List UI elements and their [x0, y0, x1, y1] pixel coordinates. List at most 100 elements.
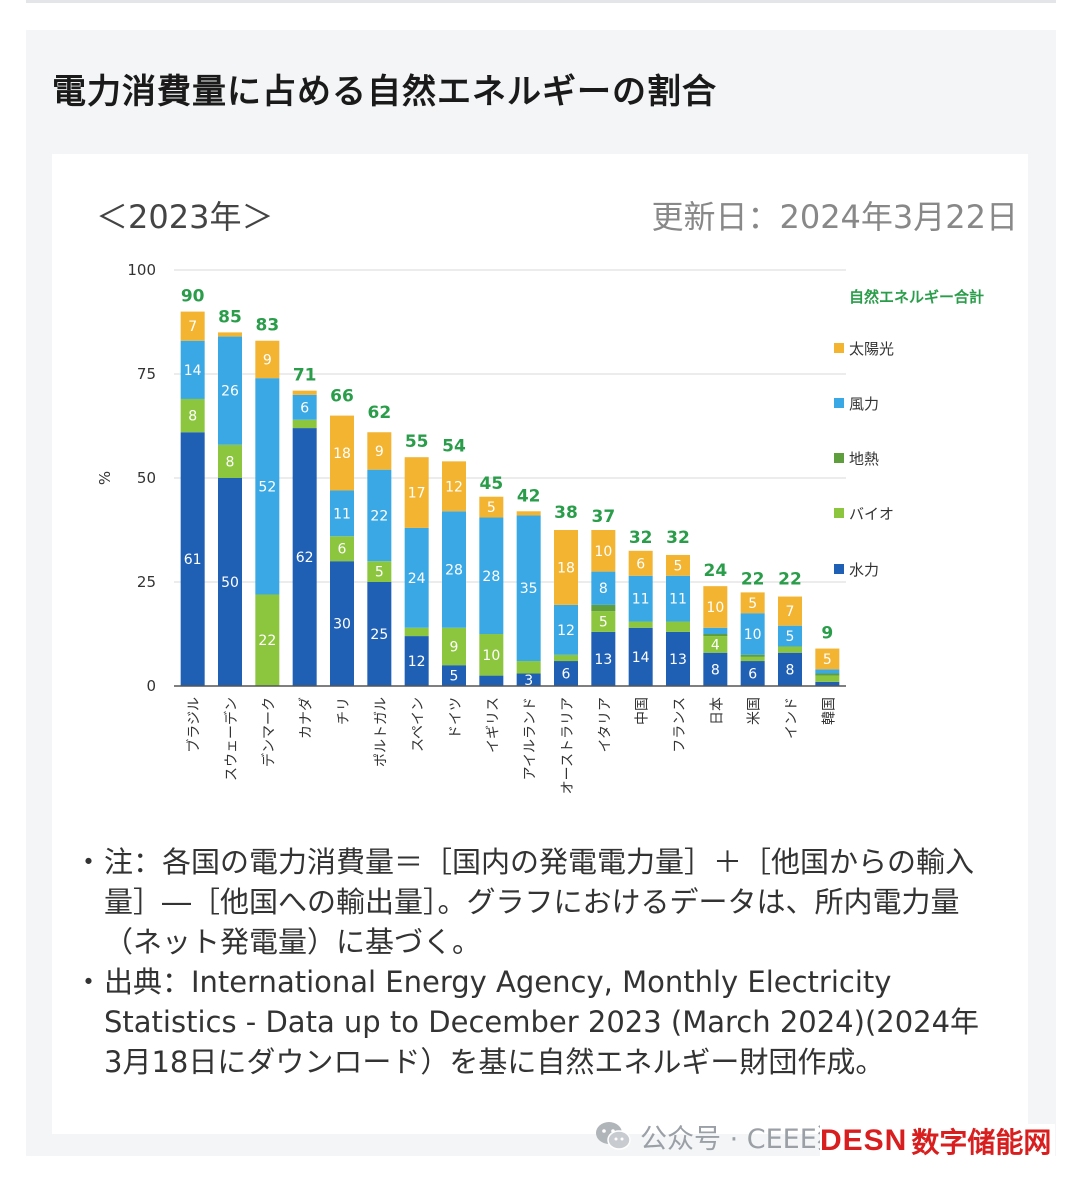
bar-value-label: 8 — [226, 454, 235, 470]
bar-value-label: 14 — [632, 650, 650, 666]
bar-segment — [516, 673, 541, 686]
bar-segment — [666, 575, 690, 622]
bar-value-label: 12 — [445, 479, 463, 495]
bar-segment — [255, 340, 280, 379]
total-label: 42 — [517, 486, 541, 506]
bar-value-label: 22 — [258, 633, 276, 649]
total-label: 38 — [554, 503, 578, 523]
bar-segment — [666, 621, 690, 632]
page-title: 電力消費量に占める自然エネルギーの割合 — [52, 72, 717, 112]
bar-segment — [740, 613, 765, 655]
bar-value-label: 25 — [370, 627, 388, 643]
bar-value-label: 6 — [300, 400, 309, 416]
bar-segment — [180, 311, 205, 341]
bar-value-label: 11 — [333, 506, 351, 522]
bar-segment — [404, 627, 429, 637]
x-category-label: チリ — [336, 697, 352, 725]
y-tick-label: 0 — [146, 677, 156, 695]
bar-value-label: 28 — [482, 569, 500, 585]
bar-segment — [367, 432, 392, 470]
bar-value-label: 10 — [706, 600, 724, 616]
total-label: 22 — [741, 569, 765, 589]
year-label: ＜2023年＞ — [96, 198, 274, 236]
y-tick-label: 25 — [137, 573, 156, 591]
bar-segment — [815, 673, 840, 676]
bar-value-label: 7 — [786, 604, 795, 620]
x-category-label: 日本 — [709, 697, 725, 725]
brand-latin: DESN — [820, 1124, 908, 1157]
total-label: 32 — [666, 528, 690, 548]
total-label: 24 — [703, 561, 727, 581]
bar-value-label: 5 — [674, 558, 683, 574]
bar-segment — [815, 675, 840, 682]
legend-swatch — [834, 453, 844, 463]
legend-label: 水力 — [849, 561, 879, 579]
bar-segment — [778, 646, 802, 653]
bar-segment — [778, 596, 802, 626]
bar-segment — [554, 604, 578, 655]
bar-segment — [255, 594, 280, 686]
bar-segment — [703, 636, 728, 653]
bar-value-label: 4 — [711, 637, 720, 653]
bar-value-label: 22 — [370, 508, 388, 524]
bar-value-label: 12 — [408, 654, 426, 670]
bar-value-label: 5 — [599, 615, 608, 631]
bar-segment — [628, 621, 653, 628]
total-label: 32 — [629, 528, 653, 548]
bar-segment — [815, 669, 840, 674]
bar-segment — [666, 631, 690, 686]
x-category-label: ポルトガル — [373, 697, 389, 767]
x-category-label: イタリア — [597, 697, 613, 752]
bar-segment — [367, 582, 392, 686]
bar-segment — [554, 530, 578, 605]
bar-value-label: 14 — [184, 363, 202, 379]
x-category-label: イギリス — [485, 697, 501, 753]
bar-segment — [740, 654, 765, 657]
bar-segment — [479, 517, 504, 634]
x-category-label: アイルランド — [523, 697, 539, 780]
x-category-label: 韓国 — [821, 697, 837, 725]
bar-value-label: 10 — [594, 544, 612, 560]
bar-segment — [740, 661, 765, 686]
bar-segment — [516, 511, 541, 516]
brand-logo: DESN 数字储能网 — [820, 1124, 1056, 1159]
x-category-label: カナダ — [299, 697, 315, 739]
bar-segment — [479, 675, 504, 686]
bar-segment — [591, 571, 616, 605]
bar-segment — [218, 478, 242, 686]
y-tick-label: 50 — [137, 469, 156, 487]
bar-value-label: 5 — [748, 596, 757, 612]
x-category-label: オーストラリア — [560, 697, 576, 794]
bar-segment — [292, 428, 317, 686]
bar-value-label: 35 — [520, 581, 538, 597]
bar-segment — [479, 634, 504, 676]
bar-segment — [516, 661, 541, 674]
bar-value-label: 5 — [786, 629, 795, 645]
bar-value-label: 8 — [711, 662, 720, 678]
legend-label: 風力 — [849, 395, 879, 413]
bar-value-label: 6 — [748, 667, 757, 683]
bar-segment — [703, 627, 728, 634]
bar-value-label: 61 — [184, 552, 202, 568]
bar-segment — [591, 530, 616, 572]
bar-value-label: 5 — [823, 652, 832, 668]
bar-segment — [778, 652, 802, 686]
bar-value-label: 8 — [188, 409, 197, 425]
bar-value-label: 12 — [557, 623, 575, 639]
bar-segment — [292, 419, 317, 429]
x-category-label: デンマーク — [260, 697, 277, 767]
x-category-label: スウェーデン — [223, 697, 240, 781]
stacked-bar-chart: 0255075100%61814790ブラジル5082685スウェーデン2252… — [96, 261, 984, 794]
bar-segment — [180, 398, 205, 433]
x-category-label: 中国 — [635, 697, 651, 725]
bar-segment — [330, 561, 354, 686]
total-label: 22 — [778, 569, 802, 589]
brand-cjk: 数字储能网 — [911, 1126, 1052, 1159]
total-label: 83 — [255, 316, 279, 336]
bar-segment — [740, 656, 765, 662]
bar-segment — [815, 648, 840, 670]
bar-segment — [330, 490, 354, 537]
bar-segment — [778, 625, 802, 647]
total-label: 71 — [293, 366, 317, 386]
bar-segment — [666, 554, 690, 576]
